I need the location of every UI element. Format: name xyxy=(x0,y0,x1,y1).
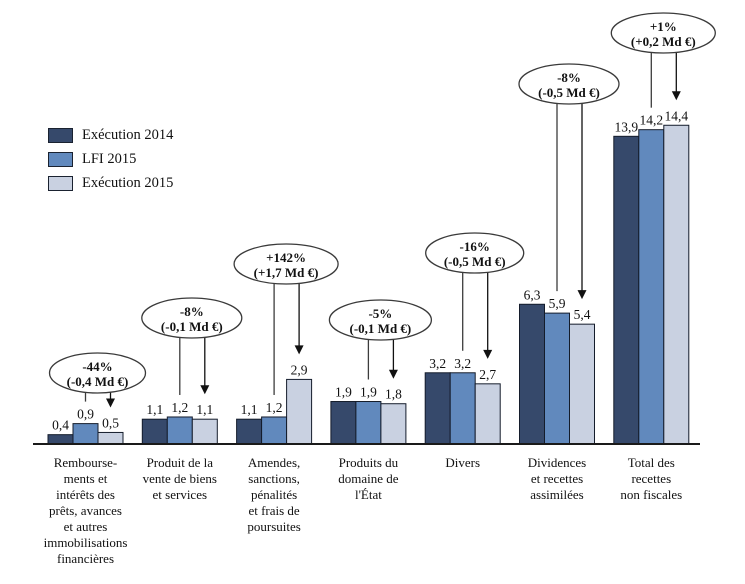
annotation-ellipse xyxy=(233,243,339,285)
bar-value-label: 2,9 xyxy=(291,362,308,377)
bar xyxy=(449,372,476,444)
bar xyxy=(191,418,218,445)
annotation-amount-label: (-0,1 Md €) xyxy=(161,319,223,334)
bar-value-label: 1,1 xyxy=(241,402,258,417)
bar xyxy=(355,401,382,445)
bar-value-label: 14,2 xyxy=(639,113,663,128)
annotation-pct-label: +142% xyxy=(266,250,306,265)
category-label: Dividences et recettes assimilées xyxy=(528,455,586,502)
annotation-amount-label: (-0,5 Md €) xyxy=(538,85,600,100)
category-label: Divers xyxy=(445,455,480,470)
bar-value-label: 0,5 xyxy=(102,415,119,430)
annotation-arrowhead xyxy=(388,369,398,379)
annotation-ellipse xyxy=(48,352,147,394)
bar xyxy=(569,323,595,444)
bar xyxy=(544,312,570,444)
annotation-arrowhead xyxy=(577,290,587,300)
legend-label-execution-2015: Exécution 2015 xyxy=(82,175,174,191)
bar xyxy=(474,383,501,444)
category-label: Produit de la vente de biens et services xyxy=(143,455,217,502)
bar-value-label: 3,2 xyxy=(454,356,471,371)
legend-item-execution-2014: Exécution 2014 xyxy=(48,128,173,143)
legend-item-execution-2015: Exécution 2015 xyxy=(48,176,173,191)
category-label: Amendes, sanctions, pénalités et frais de po… xyxy=(247,455,300,534)
annotation-pct-label: +1% xyxy=(650,19,677,34)
category-label: Total des recettes non fiscales xyxy=(620,455,682,502)
annotation-arrowhead xyxy=(200,385,210,395)
bar xyxy=(519,303,545,444)
bar xyxy=(424,372,451,444)
bar xyxy=(236,418,263,445)
bar xyxy=(47,434,74,445)
bar-value-label: 1,1 xyxy=(146,402,163,417)
legend-label-execution-2014: Exécution 2014 xyxy=(82,127,174,143)
bar-value-label: 1,8 xyxy=(385,387,402,402)
annotation-amount-label: (-0,4 Md €) xyxy=(67,374,129,389)
bar-value-label: 0,4 xyxy=(52,418,69,433)
bar xyxy=(141,418,168,445)
bar xyxy=(166,416,193,445)
legend-swatch-lfi-2015 xyxy=(48,152,73,167)
bar xyxy=(380,403,407,444)
legend-swatch-execution-2015 xyxy=(48,176,73,191)
annotation-amount-label: (-0,1 Md €) xyxy=(350,321,412,336)
bar-value-label: 0,9 xyxy=(77,407,94,422)
bar-value-label: 13,9 xyxy=(614,119,638,134)
bar-value-label: 5,4 xyxy=(574,307,591,322)
bar-value-label: 1,1 xyxy=(196,402,213,417)
bar-value-label: 2,7 xyxy=(479,367,496,382)
category-label: Rembourse-ments et intérêts des prêts, ava… xyxy=(44,455,128,566)
annotation-arrowhead xyxy=(294,345,304,355)
bar xyxy=(261,416,288,445)
bar xyxy=(330,401,357,445)
bar-value-label: 3,2 xyxy=(429,356,446,371)
legend-swatch-execution-2014 xyxy=(48,128,73,143)
annotation-amount-label: (-0,5 Md €) xyxy=(444,254,506,269)
bar xyxy=(72,423,99,444)
bar xyxy=(97,431,124,445)
bar-value-label: 1,2 xyxy=(266,400,283,415)
annotation-arrowhead xyxy=(483,349,493,359)
annotation-amount-label: (+0,2 Md €) xyxy=(631,34,696,49)
annotation-ellipse xyxy=(518,63,620,105)
bar-value-label: 1,2 xyxy=(171,400,188,415)
bar xyxy=(613,135,640,444)
bar xyxy=(286,378,313,444)
bar-value-label: 5,9 xyxy=(549,296,566,311)
bar xyxy=(638,129,665,444)
annotation-arrowhead xyxy=(106,398,115,408)
bar-value-label: 6,3 xyxy=(524,287,541,302)
category-label: Produits du domaine de l'État xyxy=(338,455,399,502)
legend-label-lfi-2015: LFI 2015 xyxy=(82,151,137,167)
legend-item-lfi-2015: LFI 2015 xyxy=(48,152,173,167)
chart-legend: Exécution 2014 LFI 2015 Exécution 2015 xyxy=(48,128,173,191)
annotation-pct-label: -8% xyxy=(557,70,581,85)
annotation-ellipse xyxy=(141,297,243,339)
bar xyxy=(663,124,690,444)
annotation-arrowhead xyxy=(671,91,681,101)
annotation-ellipse xyxy=(328,299,433,341)
bar-value-label: 1,9 xyxy=(360,385,377,400)
annotation-pct-label: -8% xyxy=(180,304,204,319)
annotation-ellipse xyxy=(425,232,525,274)
annotation-ellipse xyxy=(610,12,716,54)
annotation-pct-label: -5% xyxy=(368,306,392,321)
annotation-pct-label: -44% xyxy=(82,359,112,374)
bar-value-label: 14,4 xyxy=(664,108,688,123)
annotation-amount-label: (+1,7 Md €) xyxy=(254,265,319,280)
bar-value-label: 1,9 xyxy=(335,385,352,400)
annotation-pct-label: -16% xyxy=(460,239,490,254)
